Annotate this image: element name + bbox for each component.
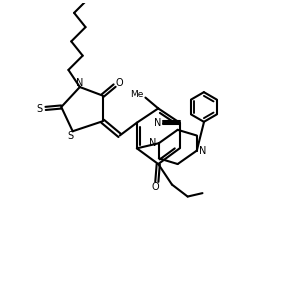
Text: N: N [154,118,161,128]
Text: S: S [37,104,43,114]
Text: N: N [199,146,206,156]
Text: N: N [149,138,157,148]
Text: O: O [151,182,159,192]
Text: N: N [76,78,84,88]
Text: S: S [67,131,73,141]
Text: Me: Me [130,90,143,99]
Text: O: O [116,78,124,88]
